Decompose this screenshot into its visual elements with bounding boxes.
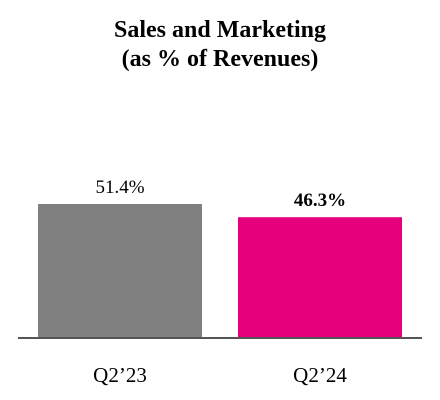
category-label-1: Q2’23: [93, 363, 147, 387]
bar-1: [38, 204, 202, 337]
value-label-2: 46.3%: [294, 190, 346, 211]
chart-title: Sales and Marketing (as % of Revenues): [0, 16, 440, 74]
chart-title-line-2: (as % of Revenues): [121, 46, 319, 72]
category-label-2: Q2’24: [293, 363, 347, 387]
chart-title-line-1: Sales and Marketing: [113, 17, 326, 43]
bar-2: [238, 217, 402, 337]
value-label-1: 51.4%: [95, 177, 144, 198]
